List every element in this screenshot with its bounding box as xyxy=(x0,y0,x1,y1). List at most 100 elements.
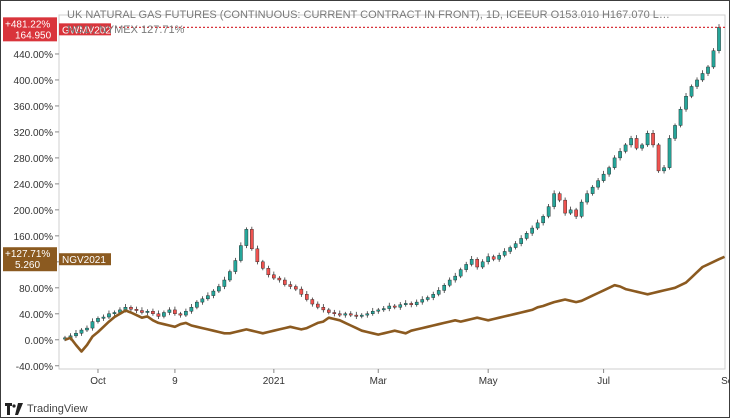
uk-candle-body xyxy=(112,312,117,314)
x-tick-label: Jul xyxy=(597,376,610,387)
uk-candle-body xyxy=(96,318,100,322)
uk-candle-body xyxy=(206,295,210,300)
uk-candle-body xyxy=(299,288,304,295)
uk-candle-body xyxy=(557,193,562,201)
uk-candle-body xyxy=(640,144,644,149)
uk-candle-body xyxy=(436,290,441,295)
uk-candle-body xyxy=(678,108,683,126)
ng-series-line xyxy=(64,255,726,353)
ng-badge xyxy=(3,247,57,272)
x-tick-label: 9 xyxy=(172,376,178,387)
uk-candle-body xyxy=(535,222,540,229)
uk-candle-body xyxy=(662,167,666,172)
uk-candle-body xyxy=(167,309,172,313)
uk-candle-body xyxy=(134,309,139,311)
uk-candle-body xyxy=(145,310,150,313)
ng-code-tag xyxy=(59,253,111,266)
uk-candle-body xyxy=(420,299,425,303)
uk-candle-body xyxy=(239,245,243,261)
x-tick-label: 2021 xyxy=(263,376,286,387)
uk-candle-body xyxy=(156,313,161,317)
y-tick-label: 200.00% xyxy=(14,206,54,217)
footer[interactable]: TradingView xyxy=(5,403,88,415)
uk-candle-body xyxy=(431,294,436,298)
uk-candle-body xyxy=(409,303,414,305)
uk-candle-body xyxy=(321,307,326,311)
uk-candle-body xyxy=(717,27,721,51)
uk-candle-body xyxy=(178,313,183,316)
uk-candle-body xyxy=(425,297,430,300)
uk-candle-body xyxy=(590,186,595,194)
uk-candle-body xyxy=(228,271,232,281)
legend-title-ng: NG1!, NYMEX 127.71% xyxy=(67,24,185,36)
uk-candle-body xyxy=(376,309,381,312)
footer-brand: TradingView xyxy=(27,403,88,415)
uk-candle-body xyxy=(700,73,705,81)
uk-candle-body xyxy=(189,307,194,312)
uk-candle-body xyxy=(508,247,512,252)
uk-code-tag xyxy=(59,23,111,36)
x-tick-label: May xyxy=(479,376,498,387)
uk-candle-body xyxy=(667,138,672,168)
uk-candle-body xyxy=(294,286,298,290)
uk-candle-body xyxy=(250,229,254,250)
uk-candle-body xyxy=(464,264,468,270)
uk-candle-body xyxy=(524,233,529,239)
ng-badge-pct: +127.71% xyxy=(5,249,50,260)
legend-row-uk: UK NATURAL GAS FUTURES (CONTINUOUS: CURR… xyxy=(67,8,670,23)
uk-code-label: GWMV2021 xyxy=(62,25,117,36)
uk-candle-body xyxy=(656,144,661,172)
uk-candle-body xyxy=(277,277,282,281)
uk-candle-body xyxy=(173,309,177,314)
uk-badge xyxy=(3,17,57,42)
uk-candle-body xyxy=(392,305,397,308)
uk-candle-body xyxy=(184,310,188,316)
y-tick-label: 40.00% xyxy=(19,310,53,321)
uk-badge-price: 164.950 xyxy=(15,30,52,41)
uk-candle-body xyxy=(398,304,403,308)
uk-candle-body xyxy=(387,305,392,309)
uk-candle-body xyxy=(612,157,617,168)
uk-candle-body xyxy=(365,313,370,316)
legend-title-uk: UK NATURAL GAS FUTURES (CONTINUOUS: CURR… xyxy=(67,9,670,21)
uk-candle-body xyxy=(79,329,84,334)
y-tick-label: -40.00% xyxy=(16,362,53,373)
uk-candle-body xyxy=(381,308,386,311)
y-tick-label: 400.00% xyxy=(14,76,54,87)
uk-candle-body xyxy=(261,261,265,269)
uk-candle-body xyxy=(447,279,452,286)
uk-candle-body xyxy=(651,133,655,146)
uk-candle-body xyxy=(348,313,353,316)
uk-candle-body xyxy=(74,333,78,337)
uk-candle-body xyxy=(222,279,227,287)
uk-candle-body xyxy=(469,259,474,265)
uk-candle-body xyxy=(332,312,337,314)
uk-candle-body xyxy=(618,151,622,159)
uk-candle-body xyxy=(645,133,650,146)
uk-candle-body xyxy=(480,261,485,268)
uk-candle-body xyxy=(255,248,260,263)
uk-candle-body xyxy=(151,310,155,314)
uk-candle-body xyxy=(513,243,518,248)
uk-candle-body xyxy=(563,199,567,214)
uk-candle-body xyxy=(129,307,133,310)
uk-candle-body xyxy=(711,50,716,68)
uk-candle-body xyxy=(673,125,677,139)
uk-candle-body xyxy=(706,66,710,74)
uk-candle-body xyxy=(316,303,320,308)
x-tick-label: Oct xyxy=(90,376,106,387)
uk-candle-body xyxy=(310,299,315,305)
uk-candle-body xyxy=(552,193,556,207)
uk-badge-pct: +481.22% xyxy=(5,19,50,30)
y-tick-label: 80.00% xyxy=(19,284,53,295)
uk-candle-body xyxy=(458,269,463,277)
uk-candle-body xyxy=(288,284,293,287)
uk-candle-body xyxy=(629,138,633,146)
uk-candle-body xyxy=(403,303,408,305)
uk-candle-body xyxy=(162,312,166,317)
uk-candle-body xyxy=(414,301,419,305)
uk-candle-body xyxy=(343,313,348,316)
ng-code-label: NGV2021 xyxy=(62,255,106,266)
